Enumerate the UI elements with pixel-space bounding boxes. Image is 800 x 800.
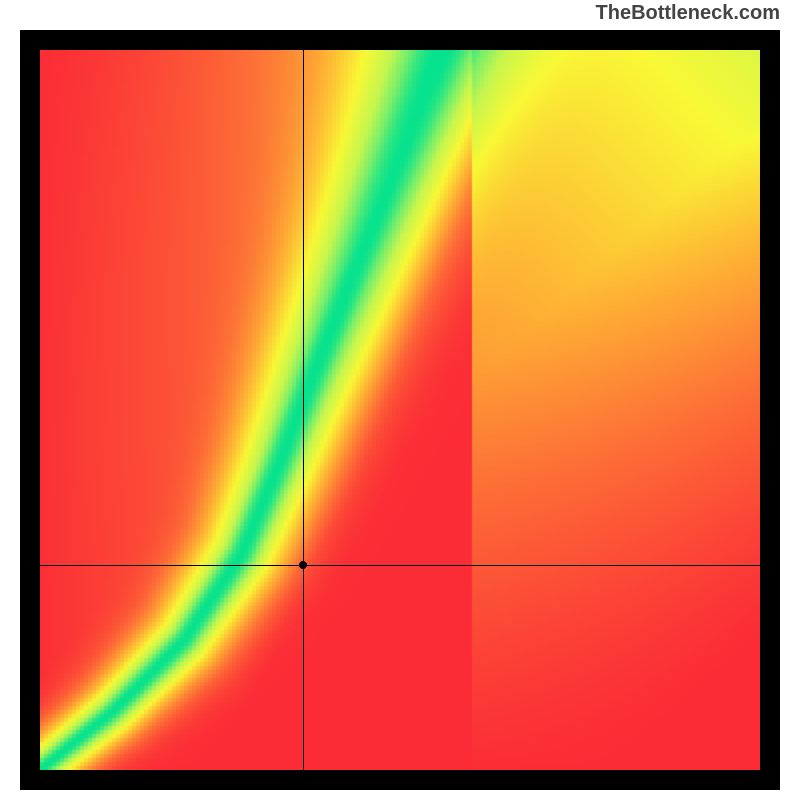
- crosshair-vertical: [303, 50, 304, 770]
- crosshair-horizontal: [40, 565, 760, 566]
- plot-area: [40, 50, 760, 770]
- chart-frame: [20, 30, 780, 790]
- heatmap-canvas: [40, 50, 760, 770]
- chart-container: TheBottleneck.com: [0, 0, 800, 800]
- watermark-text: TheBottleneck.com: [596, 2, 780, 25]
- marker-dot: [299, 561, 307, 569]
